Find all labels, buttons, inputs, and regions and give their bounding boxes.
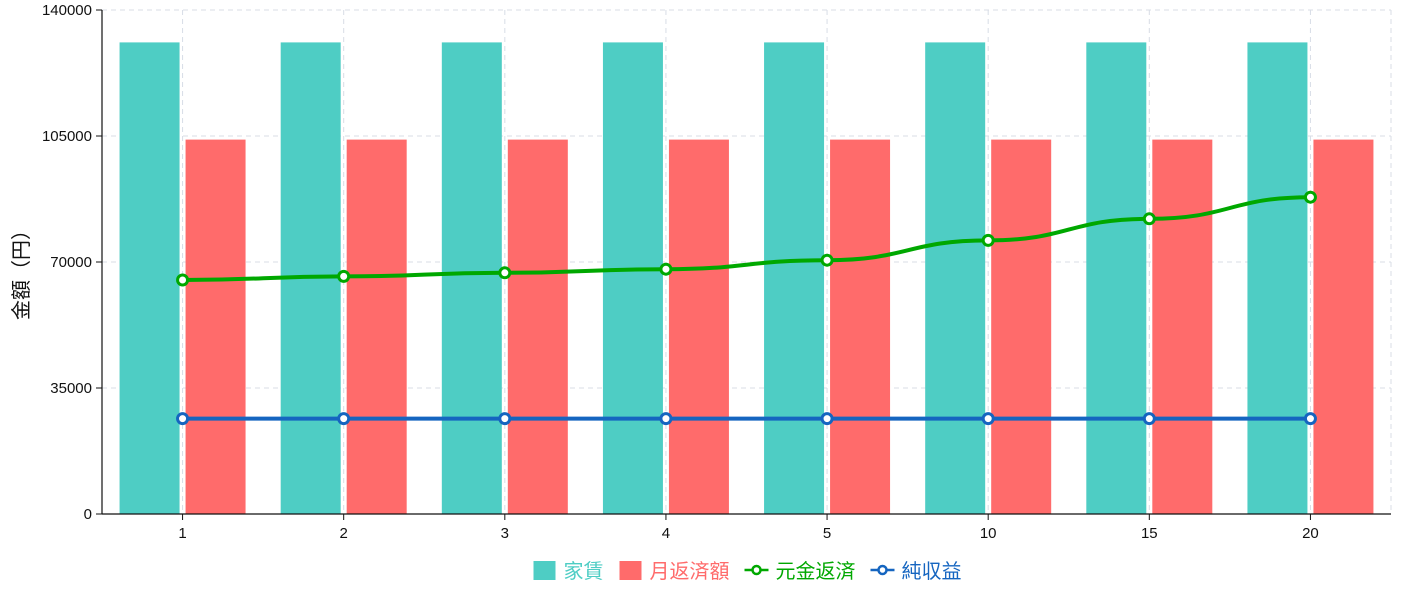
bar-rent <box>1086 42 1147 515</box>
point-net-income <box>1142 412 1156 426</box>
y-tick-label: 70000 <box>50 254 92 271</box>
bar-monthly-payment <box>507 139 568 514</box>
legend-label-0: 家賃 <box>564 559 604 583</box>
bar-rent <box>764 42 825 515</box>
point-net-income <box>337 412 351 426</box>
point-principal <box>176 273 190 287</box>
point-principal <box>981 233 995 247</box>
bar-rent <box>925 42 986 515</box>
x-tick-label: 4 <box>662 525 670 542</box>
bar-monthly-payment <box>668 139 729 514</box>
bar-rent <box>441 42 502 515</box>
point-principal <box>659 262 673 276</box>
y-tick-label: 0 <box>84 506 92 523</box>
point-principal <box>820 253 834 267</box>
x-tick-label: 3 <box>501 525 509 542</box>
bar-monthly-payment <box>830 139 891 514</box>
point-principal <box>1303 190 1317 204</box>
legend-label-1: 月返済額 <box>650 559 730 583</box>
bar-rent <box>1247 42 1308 515</box>
bar-rent <box>119 42 180 515</box>
legend-marker-3 <box>877 564 888 576</box>
y-tick-label: 105000 <box>42 128 92 145</box>
y-tick-label: 140000 <box>42 2 92 19</box>
point-net-income <box>659 412 673 426</box>
bar-rent <box>602 42 663 515</box>
legend-label-3: 純収益 <box>902 559 962 583</box>
point-principal <box>1142 212 1156 226</box>
legend-label-2: 元金返済 <box>776 559 856 583</box>
bar-monthly-payment <box>1313 139 1374 514</box>
axes: 0 35000 70000 105000 140000 1 2 3 4 5 10 15 20 <box>42 2 1391 542</box>
x-tick-label: 20 <box>1302 525 1319 542</box>
y-axis-label: 金額（円） <box>9 220 33 320</box>
point-principal <box>337 269 351 283</box>
point-principal <box>498 266 512 280</box>
x-tick-label: 2 <box>340 525 348 542</box>
x-tick-label: 1 <box>178 525 186 542</box>
y-tick-label: 35000 <box>50 380 92 397</box>
x-tick-label: 15 <box>1141 525 1158 542</box>
bar-monthly-payment <box>991 139 1052 514</box>
point-net-income <box>498 412 512 426</box>
legend-swatch-0 <box>533 561 556 580</box>
bar-monthly-payment <box>185 139 246 514</box>
bar-monthly-payment <box>1152 139 1213 514</box>
point-net-income <box>981 412 995 426</box>
lines <box>176 190 1317 426</box>
bar-monthly-payment <box>346 139 407 514</box>
x-tick-label: 5 <box>823 525 831 542</box>
point-net-income <box>820 412 834 426</box>
x-tick-label: 10 <box>980 525 997 542</box>
point-net-income <box>1303 412 1317 426</box>
point-net-income <box>176 412 190 426</box>
legend: 家賃 月返済額 元金返済 純収益 <box>533 559 962 583</box>
legend-marker-2 <box>751 564 762 576</box>
legend-swatch-1 <box>619 561 642 580</box>
line-principal <box>182 195 1311 282</box>
